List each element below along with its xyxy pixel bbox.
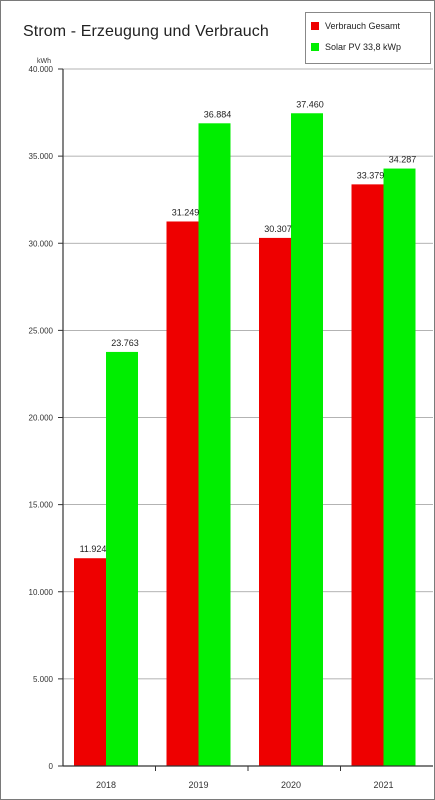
bar-solar-2019 bbox=[198, 123, 231, 766]
y-tick-label: 10.000 bbox=[29, 588, 54, 597]
value-label: 30.307 bbox=[264, 224, 292, 234]
bar-verbrauch-2019 bbox=[166, 221, 199, 766]
bar-verbrauch-2018 bbox=[74, 558, 106, 766]
y-tick-label: 5.000 bbox=[33, 675, 54, 684]
value-label: 23.763 bbox=[111, 338, 139, 348]
chart-title: Strom - Erzeugung und Verbrauch bbox=[23, 23, 269, 40]
value-label: 33.379 bbox=[357, 170, 385, 180]
x-tick-label: 2020 bbox=[281, 780, 301, 790]
y-tick-label: 40.000 bbox=[29, 65, 54, 74]
y-tick-label: 30.000 bbox=[29, 239, 54, 248]
x-tick-label: 2019 bbox=[188, 780, 208, 790]
legend-item-solar: Solar PV 33,8 kWp bbox=[311, 40, 401, 54]
x-tick-label: 2021 bbox=[373, 780, 393, 790]
bars bbox=[74, 113, 416, 767]
y-tick-label: 0 bbox=[49, 762, 54, 771]
x-tick-label: 2018 bbox=[96, 780, 116, 790]
value-labels: 11.924 23.763 31.249 36.884 30.307 37.460 33.3… bbox=[80, 99, 417, 554]
value-label: 37.460 bbox=[296, 99, 324, 109]
bar-solar-2020 bbox=[291, 113, 323, 766]
legend-item-verbrauch: Verbrauch Gesamt bbox=[311, 19, 400, 33]
value-label: 11.924 bbox=[80, 544, 107, 554]
legend-swatch-solar bbox=[311, 43, 319, 51]
value-label: 36.884 bbox=[204, 109, 232, 119]
bar-verbrauch-2020 bbox=[259, 237, 291, 767]
bar-solar-2018 bbox=[106, 351, 138, 766]
legend-swatch-verbrauch bbox=[311, 22, 319, 30]
legend-label-verbrauch: Verbrauch Gesamt bbox=[325, 21, 401, 31]
y-tick-label: 35.000 bbox=[29, 152, 54, 161]
y-tick-label: 15.000 bbox=[29, 501, 54, 510]
y-tick-label: 20.000 bbox=[29, 414, 54, 423]
y-axis-ticks: 0 5.000 10.000 15.000 20.000 25.000 30.000 35.0… bbox=[29, 65, 63, 771]
legend-label-solar: Solar PV 33,8 kWp bbox=[325, 42, 402, 52]
bar-solar-2021 bbox=[383, 168, 416, 767]
bar-verbrauch-2021 bbox=[351, 184, 384, 767]
legend: Verbrauch Gesamt Solar PV 33,8 kWp bbox=[305, 12, 431, 64]
y-axis-unit: kWh bbox=[37, 58, 51, 65]
y-tick-label: 25.000 bbox=[29, 326, 54, 335]
x-axis-ticks: 2018 2019 2020 2021 bbox=[96, 766, 394, 790]
value-label: 34.287 bbox=[389, 155, 417, 165]
value-label: 31.249 bbox=[172, 207, 200, 217]
